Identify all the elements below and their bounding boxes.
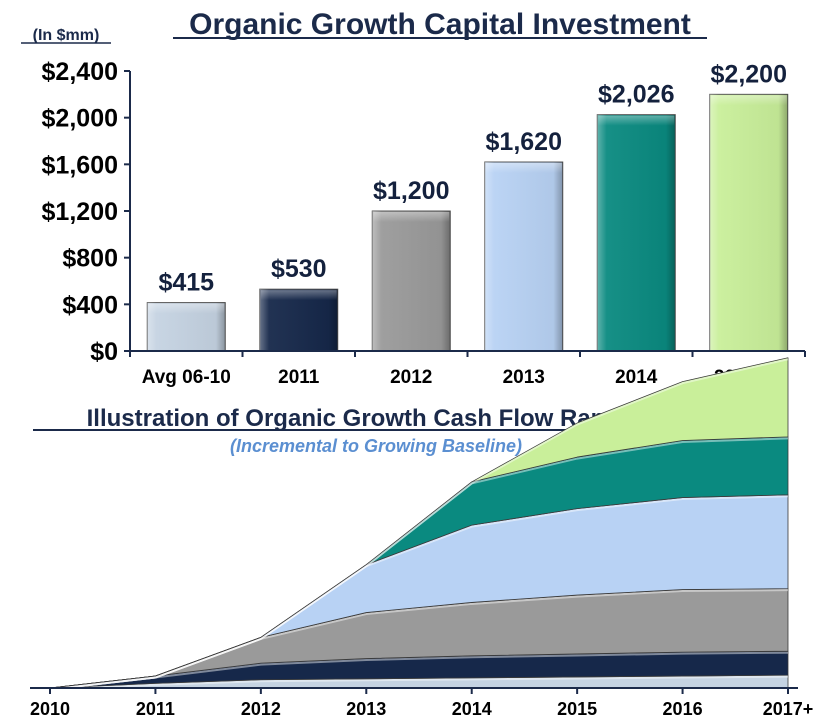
area-series-highlight	[49, 358, 789, 691]
area-x-axis: 2010 2011 2012 2013 2014 2015 2016 2017+	[30, 687, 814, 719]
bar-shading	[372, 211, 451, 351]
units-label: (In $mm)	[33, 27, 100, 44]
area-x-tick-label: 2011	[136, 699, 175, 719]
area-series-highlight	[49, 495, 789, 691]
bar-x-tick-label: 2013	[503, 367, 545, 388]
area-x-tick-label: 2015	[557, 699, 597, 719]
bar-top-shine	[148, 303, 225, 314]
bar-1	[146, 302, 226, 352]
bar-2	[259, 288, 339, 352]
area-plot-area	[49, 357, 789, 691]
bar-y-tick-label: $1,200	[42, 198, 118, 226]
area-chart-subtitle: (Incremental to Growing Baseline)	[230, 436, 522, 456]
bar-value-label: $415	[158, 269, 214, 297]
bar-value-label: $530	[271, 255, 327, 283]
bar-y-axis: $0 $400 $800 $1,200 $1,600 $2,000 $2,400	[42, 58, 131, 366]
bar-top-shine	[373, 212, 450, 222]
area-series-highlight	[49, 651, 789, 691]
bar-x-tick-label: Avg 06-10	[142, 367, 231, 388]
bar-shading	[484, 162, 563, 351]
bar-x-tick-label: 2014	[615, 367, 658, 388]
bar-y-tick-label: $400	[62, 291, 118, 319]
bar-value-label: $1,620	[486, 128, 562, 156]
area-x-tick-label: 2013	[346, 699, 386, 719]
bar-value-label: $2,026	[598, 81, 674, 109]
area-series-6	[49, 357, 789, 689]
bar-plot-area: $415 $530 $1,200 $1,620 $2,026 $2,200	[146, 60, 789, 352]
bar-top-shine	[598, 115, 675, 126]
area-x-tick-label: 2014	[452, 699, 492, 719]
bar-top-shine	[710, 95, 787, 106]
area-x-tick-label: 2017+	[763, 699, 814, 719]
bar-y-tick-label: $2,000	[42, 105, 118, 133]
bar-chart-title: Organic Growth Capital Investment	[189, 8, 691, 41]
bar-6	[709, 93, 789, 352]
bar-top-shine	[485, 163, 562, 173]
area-series-highlight	[49, 589, 789, 691]
bar-y-tick-label: $2,400	[42, 58, 118, 86]
bar-y-tick-label: $800	[62, 245, 118, 273]
bar-5	[596, 114, 676, 352]
bar-shading	[597, 114, 676, 351]
bar-shading	[709, 94, 788, 351]
bar-y-tick-label: $1,600	[42, 151, 118, 179]
bar-y-tick-label: $0	[90, 338, 118, 366]
bar-value-label: $2,200	[711, 60, 787, 88]
bar-top-shine	[260, 290, 337, 301]
area-x-tick-label: 2016	[663, 699, 703, 719]
bar-3	[371, 210, 451, 352]
area-x-tick-label: 2010	[30, 699, 70, 719]
area-series-highlight	[49, 675, 789, 691]
bar-4	[484, 161, 564, 352]
bar-x-tick-label: 2011	[278, 367, 320, 388]
bar-x-tick-label: 2012	[390, 367, 432, 388]
bar-value-label: $1,200	[373, 177, 449, 205]
area-x-tick-label: 2012	[241, 699, 281, 719]
area-series-highlight	[49, 437, 789, 691]
